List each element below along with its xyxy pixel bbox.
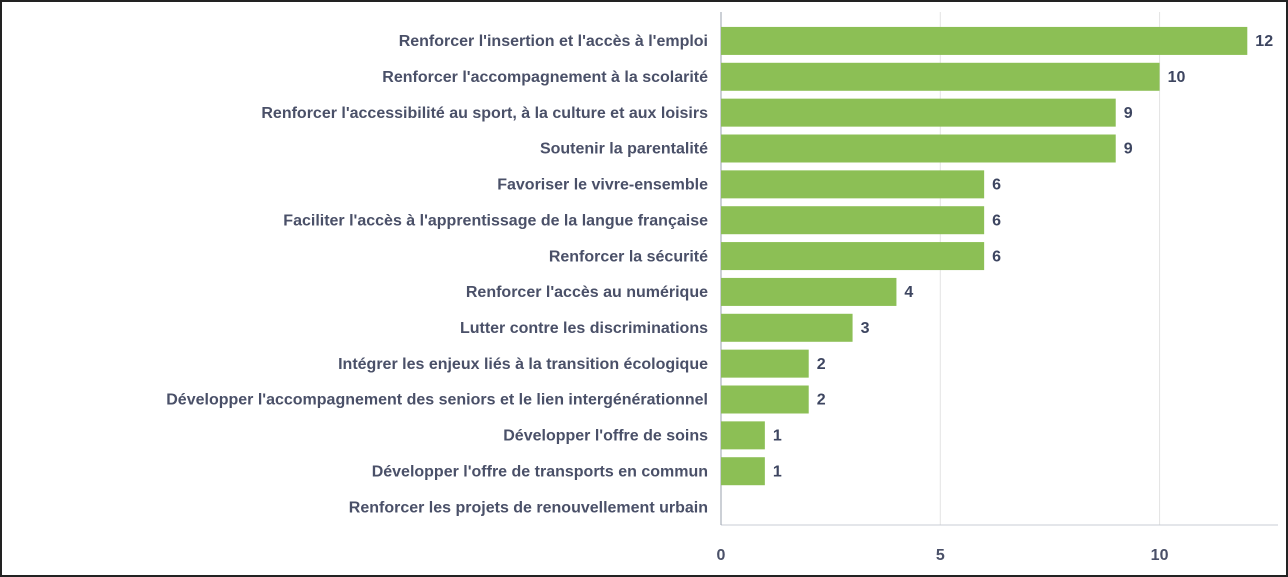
bar: [721, 98, 1116, 127]
bar: [721, 385, 809, 414]
bar: [721, 457, 765, 486]
x-tick-label: 5: [936, 547, 945, 564]
y-tick-label: Favoriser le vivre-ensemble: [497, 177, 708, 194]
y-tick-label: Intégrer les enjeux liés à la transition…: [338, 356, 708, 373]
value-label: 6: [992, 212, 1001, 229]
y-tick-label: Développer l'offre de transports en comm…: [372, 463, 708, 480]
y-tick-label: Renforcer l'accessibilité au sport, à la…: [261, 105, 708, 122]
y-tick-label: Développer l'accompagnement des seniors …: [166, 392, 708, 409]
value-label: 9: [1124, 141, 1133, 158]
x-tick-label: 0: [717, 547, 726, 564]
y-tick-label: Renforcer l'accès au numérique: [466, 284, 708, 301]
y-tick-label: Renforcer les projets de renouvellement …: [349, 499, 708, 516]
bar: [721, 277, 897, 306]
y-tick-label: Renforcer la sécurité: [549, 248, 708, 265]
value-label: 3: [861, 320, 870, 337]
y-tick-label: Lutter contre les discriminations: [460, 320, 708, 337]
value-label: 12: [1255, 33, 1273, 50]
y-tick-label: Renforcer l'insertion et l'accès à l'emp…: [399, 33, 708, 50]
value-label: 10: [1168, 69, 1186, 86]
bar: [721, 62, 1160, 91]
value-label: 9: [1124, 105, 1133, 122]
bar: [721, 170, 985, 199]
bar: [721, 421, 765, 450]
value-label: 2: [817, 356, 826, 373]
bar: [721, 242, 985, 271]
value-label: 2: [817, 392, 826, 409]
bar: [721, 26, 1248, 55]
bar: [721, 206, 985, 235]
value-label: 4: [904, 284, 913, 301]
bar: [721, 313, 853, 342]
value-label: 1: [773, 463, 782, 480]
y-tick-label: Renforcer l'accompagnement à la scolarit…: [382, 69, 708, 86]
value-label: 1: [773, 428, 782, 445]
y-tick-label: Faciliter l'accès à l'apprentissage de l…: [283, 212, 708, 229]
value-label: 6: [992, 177, 1001, 194]
bar: [721, 134, 1116, 163]
y-tick-label: Développer l'offre de soins: [503, 428, 708, 445]
x-tick-label: 10: [1151, 547, 1169, 564]
value-label: 6: [992, 248, 1001, 265]
bar: [721, 349, 809, 378]
y-tick-label: Soutenir la parentalité: [540, 141, 708, 158]
